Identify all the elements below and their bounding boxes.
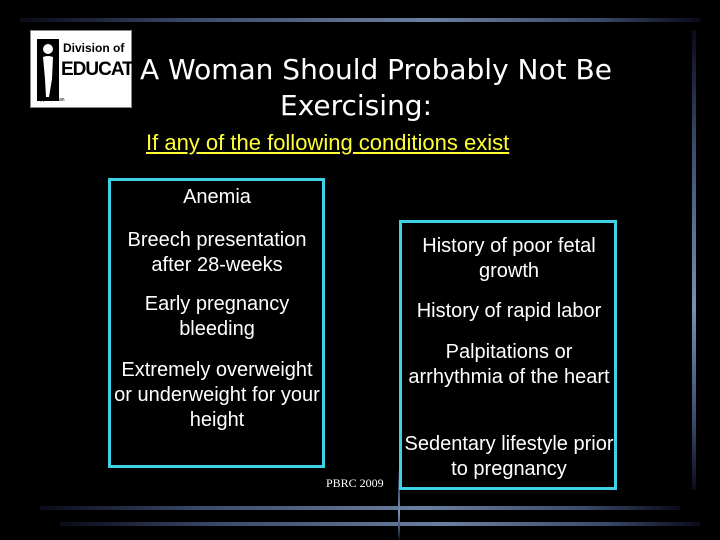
condition-poor-fetal-growth: History of poor fetal growth bbox=[422, 235, 596, 282]
right-conditions-box bbox=[399, 220, 617, 490]
footer-credit: PBRC 2009 bbox=[326, 476, 384, 490]
bottom-rule-lower bbox=[60, 522, 700, 526]
center-divider bbox=[398, 470, 400, 540]
bottom-rule bbox=[40, 506, 680, 510]
slide-subtitle: If any of the following conditions exist bbox=[146, 130, 510, 155]
logo-line2: EDUCATION bbox=[61, 59, 165, 80]
division-of-education-logo: Division of EDUCATION Appalachian bbox=[30, 30, 165, 108]
condition-rapid-labor: History of rapid labor bbox=[416, 300, 602, 322]
condition-early-bleeding: Early pregnancy bleeding bbox=[144, 293, 290, 340]
right-rule bbox=[692, 30, 696, 490]
condition-weight: Extremely overweight or underweight for … bbox=[114, 359, 320, 431]
top-rule bbox=[20, 18, 700, 22]
title-line2: Exercising: bbox=[280, 89, 433, 122]
slide-title: A Woman Should Probably Not Be Exercisin… bbox=[140, 52, 670, 124]
title-line1: A Woman Should Probably Not Be bbox=[140, 53, 612, 86]
person-silhouette-icon bbox=[37, 39, 59, 101]
condition-breech: Breech presentation after 28-weeks bbox=[127, 229, 307, 276]
logo-line3: Appalachian bbox=[37, 97, 65, 103]
condition-palpitations: Palpitations or arrhythmia of the heart bbox=[408, 341, 610, 388]
logo-line1: Division of bbox=[63, 41, 125, 55]
condition-sedentary: Sedentary lifestyle prior to pregnancy bbox=[404, 433, 614, 480]
condition-anemia: Anemia bbox=[183, 186, 251, 208]
left-conditions-box bbox=[108, 178, 325, 468]
